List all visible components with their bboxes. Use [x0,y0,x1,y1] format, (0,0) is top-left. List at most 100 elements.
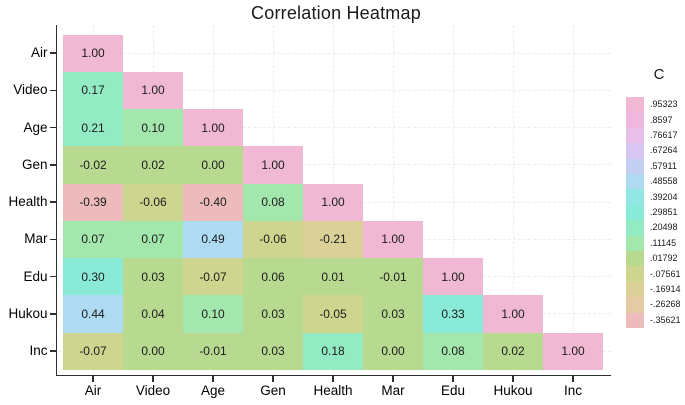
heatmap-cell: 0.10 [123,109,183,147]
legend-color-swatch [626,158,644,175]
x-axis-tick [272,376,274,382]
heatmap-cell: -0.39 [63,183,123,221]
legend: C .95323 .8597 .76617 .67264 .57911 .48558 .39… [620,62,685,362]
heatmap-cell: 1.00 [363,220,423,258]
y-axis-line [55,25,57,376]
legend-value-label: -.26268 [650,299,681,310]
legend-value-label: .67264 [650,145,678,156]
x-axis-tick [212,376,214,382]
heatmap-cell: 0.21 [63,109,123,147]
y-axis-tick [49,238,56,241]
legend-value-label: .57911 [650,160,677,171]
legend-value-label: -.07561 [650,268,681,279]
heatmap-cell: 0.49 [183,220,243,258]
heatmap-cell: 0.03 [243,332,303,370]
legend-value-label: .39204 [650,191,678,202]
legend-color-swatch [626,174,644,190]
y-axis-label: Edu [23,268,48,284]
legend-color-swatch [626,297,644,314]
gridline-horizontal [57,164,611,166]
x-axis-line [55,374,611,376]
y-axis-label: Health [8,194,48,210]
heatmap-cell: 0.17 [63,71,123,109]
legend-color-swatch [626,143,644,160]
gridline-vertical [572,25,574,375]
legend-value-label: .29851 [650,207,678,217]
heatmap-cell: -0.05 [303,295,363,333]
heatmap-cell: 1.00 [63,34,123,72]
gridline-horizontal [57,52,611,54]
heatmap-cell: 1.00 [243,146,303,184]
heatmap-cell: 0.04 [123,295,183,333]
x-axis-tick [452,376,454,382]
legend-color-swatch [626,112,644,129]
y-axis-tick [49,201,56,203]
y-axis-label: Inc [29,343,48,359]
legend-value-label: -.16914 [650,284,681,294]
y-axis-label: Video [13,82,48,98]
heatmap-cell: 0.03 [363,295,423,333]
heatmap-cell: 0.00 [363,332,423,370]
heatmap-cell: 0.18 [303,332,363,370]
legend-color-swatch [626,127,644,144]
legend-value-label: .20498 [650,222,678,233]
x-axis-tick [332,376,334,382]
gridline-vertical [452,25,454,375]
legend-value-label: .48558 [650,176,678,187]
heatmap-cell: 0.30 [63,258,123,296]
heatmap-cell: 0.10 [183,295,243,333]
heatmap-cell: 0.00 [183,146,243,184]
y-axis-tick [49,350,56,352]
heatmap-cell: 0.44 [63,295,123,333]
heatmap-cell: -0.01 [183,332,243,370]
y-axis-label: Gen [21,156,48,172]
heatmap-cell: 0.00 [123,332,183,370]
heatmap-cell: -0.06 [123,183,183,221]
x-axis-label: Edu [440,383,466,398]
heatmap-cell: 0.08 [423,332,483,370]
legend-color-swatch [626,266,644,283]
heatmap-cell: 0.02 [483,332,543,370]
heatmap-cell: 0.08 [243,183,303,221]
legend-color-swatch [626,204,644,221]
gridline-horizontal [57,127,611,129]
heatmap-cell: 0.01 [303,258,363,296]
heatmap-cell: -0.21 [303,220,363,258]
y-axis-label: Air [31,45,48,61]
legend-value-label: .76617 [650,130,678,140]
legend-value-label: .95323 [650,99,678,110]
x-axis-tick [92,376,94,382]
legend-color-swatch [626,220,644,237]
x-axis-tick [152,376,154,382]
y-axis-label: Mar [24,231,48,247]
heatmap-cell: 0.33 [423,295,483,333]
heatmap-cell: 0.02 [123,146,183,184]
heatmap-cell: 1.00 [483,295,543,333]
heatmap-cell: 0.03 [123,258,183,296]
heatmap-cell: 0.03 [243,295,303,333]
gridline-vertical [512,25,514,375]
chart-title: Correlation Heatmap [251,3,421,23]
legend-value-label: .8597 [650,114,673,125]
legend-color-swatch [626,97,644,113]
heatmap-cell: 0.07 [63,220,123,258]
y-axis-tick [49,164,56,166]
y-axis-label: Age [23,119,48,135]
x-axis-label: Air [84,383,102,398]
legend-title: C [653,66,665,83]
y-axis-label: Hukou [8,305,48,321]
y-axis-tick [49,275,56,278]
heatmap-cell: -0.40 [183,183,243,221]
heatmap-cell: -0.07 [63,332,123,370]
x-axis-label: Health [313,383,353,398]
heatmap-cell: -0.02 [63,146,123,184]
gridline-vertical [392,25,394,375]
legend-color-swatch [626,312,644,329]
heatmap-cell: -0.01 [363,258,423,296]
heatmap-cell: 0.07 [123,220,183,258]
x-axis-label: Age [200,383,226,398]
legend-color-swatch [626,235,644,252]
heatmap-cell: -0.06 [243,220,303,258]
